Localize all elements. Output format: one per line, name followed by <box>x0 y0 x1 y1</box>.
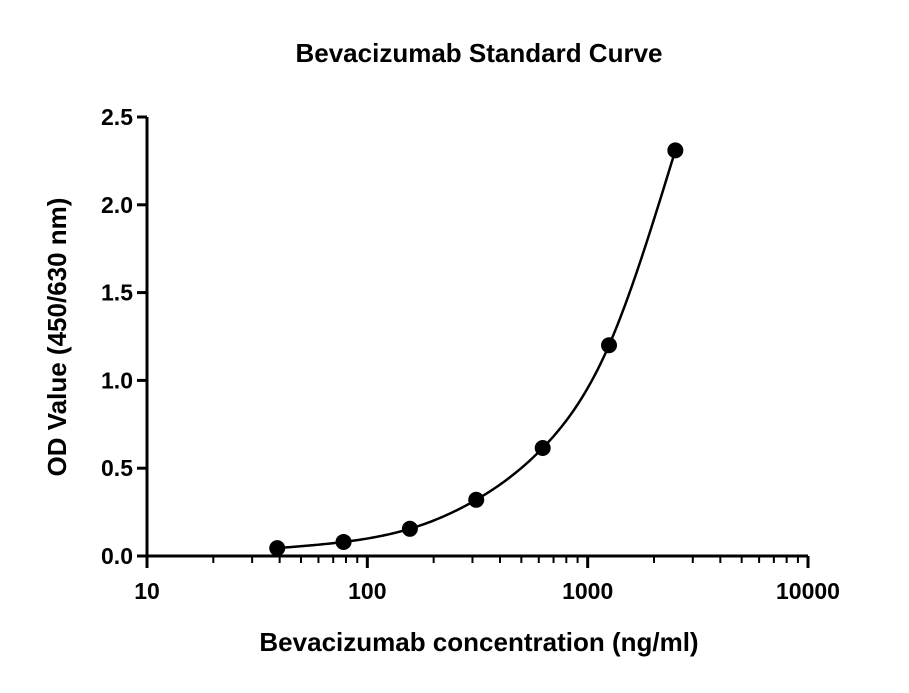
data-point <box>601 337 618 354</box>
data-point <box>534 440 551 457</box>
data-point <box>401 520 418 537</box>
y-axis-label: OD Value (450/630 nm) <box>42 198 72 477</box>
data-point <box>269 540 286 557</box>
x-tick-label: 1000 <box>562 578 613 604</box>
y-tick-label: 0.5 <box>101 455 133 481</box>
axes: 0.0 0.5 1.0 1.5 2.0 2.5 10 100 1000 10000 <box>101 104 840 604</box>
y-tick-label: 1.0 <box>101 367 133 393</box>
y-tick-label: 0.0 <box>101 543 133 569</box>
y-tick-label: 2.0 <box>101 192 133 218</box>
data-points <box>269 142 684 557</box>
y-tick-label: 2.5 <box>101 104 133 130</box>
y-tick-label: 1.5 <box>101 280 133 306</box>
x-tick-label: 100 <box>348 578 386 604</box>
x-axis-label: Bevacizumab concentration (ng/ml) <box>259 627 698 657</box>
chart-title: Bevacizumab Standard Curve <box>295 38 662 68</box>
data-point <box>667 142 684 159</box>
data-point <box>468 491 485 508</box>
x-tick-label: 10 <box>134 578 160 604</box>
data-point <box>335 533 352 550</box>
x-tick-label: 10000 <box>776 578 840 604</box>
